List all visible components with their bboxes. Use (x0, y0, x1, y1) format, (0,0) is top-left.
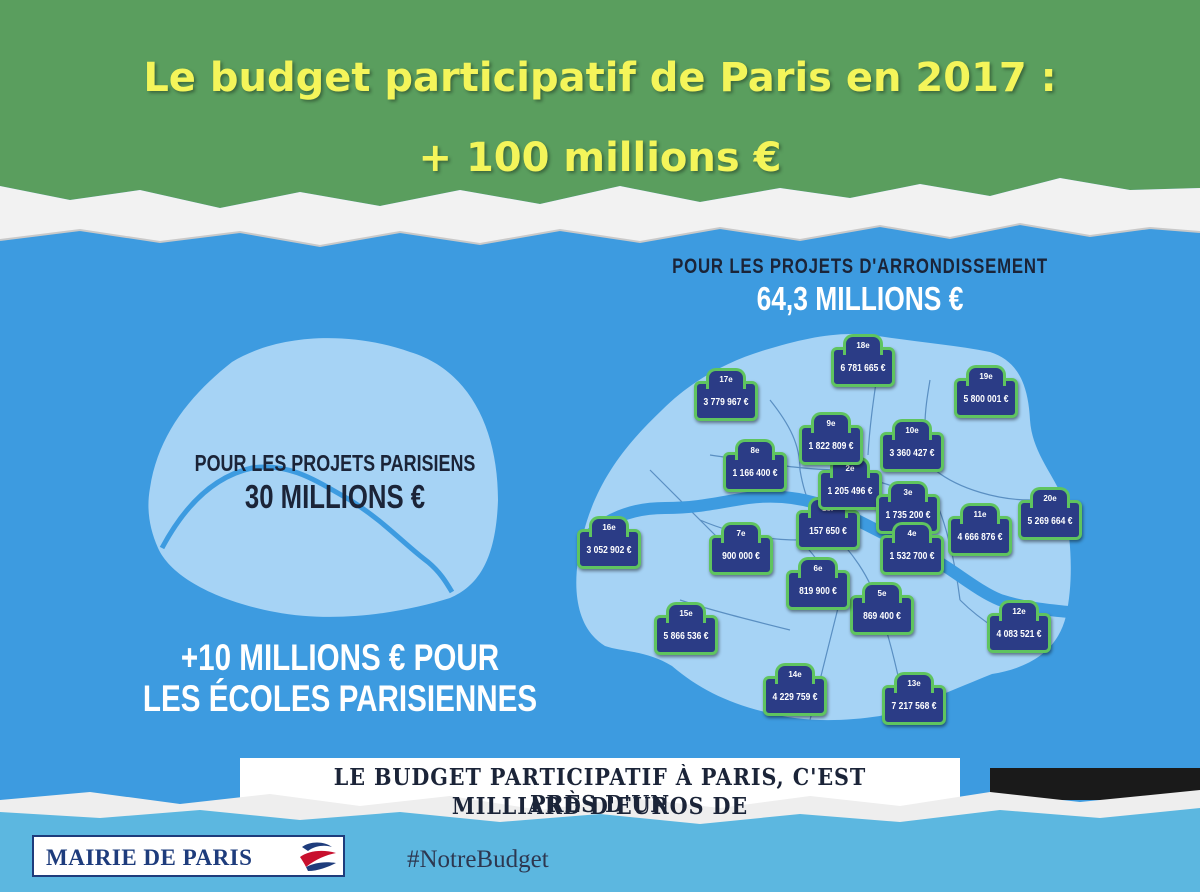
tagline-line-1: LE BUDGET PARTICIPATIF À PARIS, C'EST PR… (333, 764, 867, 818)
plaque-arr-4: 4e 1 532 700 € (880, 522, 944, 575)
plaque-amount: 1 532 700 € (889, 551, 935, 562)
plaque-amount: 6 781 665 € (840, 363, 886, 374)
plaque-number: 5e (862, 582, 902, 603)
plaque-number: 16e (589, 516, 629, 537)
ecoles-line-1: +10 MILLIONS € POUR (180, 637, 500, 678)
plaque-arr-7: 7e 900 000 € (709, 522, 773, 575)
plaque-arr-16: 16e 3 052 902 € (577, 516, 641, 569)
plaque-arr-9: 9e 1 822 809 € (799, 412, 863, 465)
plaque-amount: 3 052 902 € (586, 545, 632, 556)
plaque-amount: 157 650 € (809, 526, 847, 537)
plaque-arr-19: 19e 5 800 001 € (954, 365, 1018, 418)
plaque-amount: 1 166 400 € (732, 468, 778, 479)
hashtag: #NotreBudget (407, 846, 549, 873)
title-line-1: Le budget participatif de Paris en 2017 … (143, 55, 1057, 101)
title-line-2: + 100 millions € (418, 135, 782, 181)
plaque-number: 20e (1030, 487, 1070, 508)
plaque-number: 19e (966, 365, 1006, 386)
parisiens-label: POUR LES PROJETS PARISIENS (194, 450, 476, 476)
plaque-number: 4e (892, 522, 932, 543)
plaque-number: 7e (721, 522, 761, 543)
mairie-de-paris-logo[interactable]: MAIRIE DE PARIS (32, 835, 345, 877)
plaque-arr-12: 12e 4 083 521 € (987, 600, 1051, 653)
ecoles-line-2: LES ÉCOLES PARISIENNES (142, 678, 538, 719)
plaque-number: 14e (775, 663, 815, 684)
plaque-number: 12e (999, 600, 1039, 621)
plaque-amount: 5 269 664 € (1027, 516, 1073, 527)
plaque-arr-13: 13e 7 217 568 € (882, 672, 946, 725)
plaque-arr-10: 10e 3 360 427 € (880, 419, 944, 472)
plaque-arr-15: 15e 5 866 536 € (654, 602, 718, 655)
plaque-number: 18e (843, 334, 883, 355)
plaque-amount: 1 205 496 € (827, 486, 873, 497)
ship-emblem-icon (300, 842, 336, 871)
plaque-amount: 3 779 967 € (703, 397, 749, 408)
plaque-number: 17e (706, 368, 746, 389)
plaque-amount: 5 866 536 € (663, 631, 709, 642)
header-green-band (0, 0, 1200, 208)
plaque-amount: 1 822 809 € (808, 441, 854, 452)
plaque-amount: 4 666 876 € (957, 532, 1003, 543)
plaque-amount: 7 217 568 € (891, 701, 937, 712)
plaque-arr-2: 2e 1 205 496 € (818, 457, 882, 510)
plaque-arr-5: 5e 869 400 € (850, 582, 914, 635)
arrondissement-label: POUR LES PROJETS D'ARRONDISSEMENT (672, 255, 1048, 278)
plaque-amount: 900 000 € (722, 551, 760, 562)
plaque-arr-11: 11e 4 666 876 € (948, 503, 1012, 556)
plaque-arr-8: 8e 1 166 400 € (723, 439, 787, 492)
plaque-amount: 5 800 001 € (963, 394, 1009, 405)
logo-text: MAIRIE DE PARIS (46, 845, 253, 870)
plaque-number: 13e (894, 672, 934, 693)
plaque-arr-1: 1er157 650 € (796, 497, 860, 550)
parisiens-amount: 30 MILLIONS € (244, 478, 426, 515)
plaque-number: 6e (798, 557, 838, 578)
plaque-arr-18: 18e 6 781 665 € (831, 334, 895, 387)
plaque-arr-14: 14e 4 229 759 € (763, 663, 827, 716)
plaque-number: 9e (811, 412, 851, 433)
plaque-amount: 4 083 521 € (996, 629, 1042, 640)
plaque-amount: 869 400 € (863, 611, 901, 622)
plaque-number: 15e (666, 602, 706, 623)
plaque-number: 11e (960, 503, 1000, 524)
plaque-arr-20: 20e 5 269 664 € (1018, 487, 1082, 540)
arrondissement-amount: 64,3 MILLIONS € (756, 280, 964, 317)
plaque-number: 10e (892, 419, 932, 440)
plaque-amount: 4 229 759 € (772, 692, 818, 703)
plaque-arr-17: 17e 3 779 967 € (694, 368, 758, 421)
plaque-arr-6: 6e 819 900 € (786, 557, 850, 610)
plaque-amount: 3 360 427 € (889, 448, 935, 459)
plaque-amount: 1 735 200 € (885, 510, 931, 521)
plaque-number: 3e (888, 481, 928, 502)
seine-left (159, 464, 455, 594)
plaque-number: 8e (735, 439, 775, 460)
plaque-amount: 819 900 € (799, 586, 837, 597)
tagline-line-2: MILLIARD D'EUROS DE (451, 793, 749, 820)
